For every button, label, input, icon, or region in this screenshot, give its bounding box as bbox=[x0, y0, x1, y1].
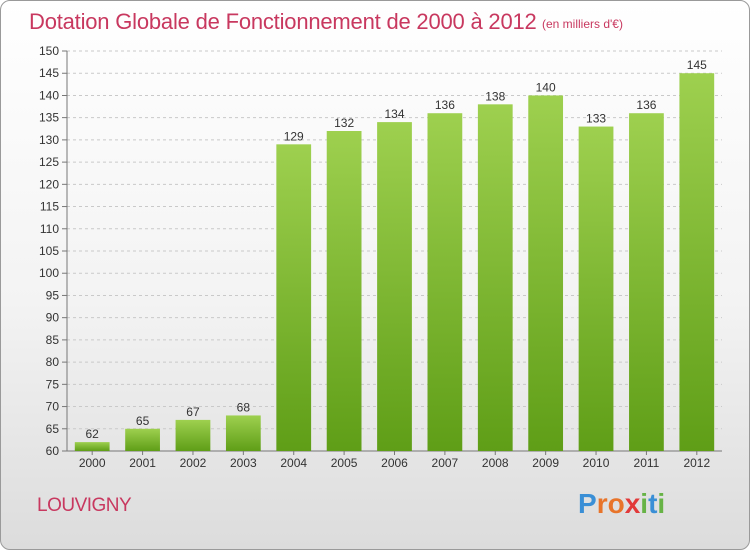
bar-2006 bbox=[377, 122, 412, 451]
y-tick-label: 145 bbox=[39, 66, 59, 80]
x-tick-label: 2004 bbox=[280, 456, 307, 470]
bar-2001 bbox=[125, 428, 160, 451]
bar-2009 bbox=[528, 95, 564, 451]
x-tick-label: 2006 bbox=[381, 456, 408, 470]
logo-letter: o bbox=[607, 488, 625, 519]
x-tick-label: 2008 bbox=[482, 456, 509, 470]
y-tick-label: 95 bbox=[46, 288, 60, 302]
bar-2005 bbox=[326, 131, 362, 451]
x-tick-label: 2000 bbox=[79, 456, 106, 470]
bar-2002 bbox=[175, 419, 211, 451]
y-tick-label: 105 bbox=[39, 244, 59, 258]
y-tick-label: 125 bbox=[39, 155, 59, 169]
bar-value-label: 133 bbox=[586, 112, 606, 126]
y-tick-label: 75 bbox=[46, 377, 60, 391]
x-tick-label: 2005 bbox=[331, 456, 358, 470]
y-tick-label: 85 bbox=[46, 333, 60, 347]
x-tick-label: 2011 bbox=[634, 456, 660, 470]
y-tick-label: 60 bbox=[46, 444, 60, 458]
bar-2007 bbox=[427, 113, 463, 451]
bar-value-label: 67 bbox=[186, 405, 200, 419]
y-tick-label: 80 bbox=[46, 355, 60, 369]
y-tick-label: 120 bbox=[39, 177, 59, 191]
x-tick-label: 2002 bbox=[180, 456, 207, 470]
bar-value-label: 145 bbox=[687, 58, 707, 72]
city-name: LOUVIGNY bbox=[37, 495, 132, 516]
y-tick-label: 135 bbox=[39, 111, 59, 125]
bar-value-label: 140 bbox=[536, 80, 556, 94]
y-tick-label: 130 bbox=[39, 133, 59, 147]
bar-2004 bbox=[276, 144, 312, 452]
bar-2003 bbox=[225, 415, 261, 451]
x-tick-label: 2010 bbox=[583, 456, 610, 470]
bar-value-label: 138 bbox=[485, 89, 505, 103]
logo-letter: i bbox=[657, 488, 666, 519]
bar-value-label: 134 bbox=[384, 107, 404, 121]
bar-value-label: 68 bbox=[237, 400, 251, 414]
bar-2010 bbox=[578, 126, 614, 452]
y-tick-label: 110 bbox=[40, 222, 59, 236]
bar-value-label: 62 bbox=[86, 427, 100, 441]
bar-2000 bbox=[74, 442, 110, 451]
logo-letter: r bbox=[596, 488, 608, 519]
proxiti-logo[interactable]: Proxiti bbox=[578, 488, 665, 520]
bar-2011 bbox=[629, 113, 664, 451]
y-tick-label: 100 bbox=[39, 266, 59, 280]
bar-value-label: 129 bbox=[284, 129, 304, 143]
y-tick-label: 65 bbox=[46, 422, 60, 436]
y-tick-label: 70 bbox=[46, 400, 60, 414]
y-tick-label: 115 bbox=[40, 200, 59, 214]
x-tick-label: 2007 bbox=[432, 456, 459, 470]
logo-letter: x bbox=[624, 488, 641, 519]
y-tick-label: 150 bbox=[39, 44, 59, 58]
logo-letter: t bbox=[648, 488, 658, 519]
y-tick-label: 90 bbox=[46, 311, 60, 325]
chart-unit-note: (en milliers d'€) bbox=[542, 17, 623, 31]
bar-value-label: 65 bbox=[136, 414, 150, 428]
logo-letter: i bbox=[640, 488, 649, 519]
chart-title: Dotation Globale de Fonctionnement de 20… bbox=[29, 9, 537, 34]
bar-2008 bbox=[477, 104, 513, 451]
y-tick-label: 140 bbox=[39, 88, 59, 102]
logo-letter: P bbox=[578, 488, 597, 519]
bar-2012 bbox=[679, 73, 715, 451]
x-tick-label: 2012 bbox=[683, 456, 710, 470]
x-tick-label: 2001 bbox=[129, 456, 156, 470]
bar-value-label: 132 bbox=[334, 116, 354, 130]
x-tick-label: 2009 bbox=[532, 456, 559, 470]
bar-value-label: 136 bbox=[435, 98, 455, 112]
x-tick-label: 2003 bbox=[230, 456, 257, 470]
bar-value-label: 136 bbox=[636, 98, 656, 112]
